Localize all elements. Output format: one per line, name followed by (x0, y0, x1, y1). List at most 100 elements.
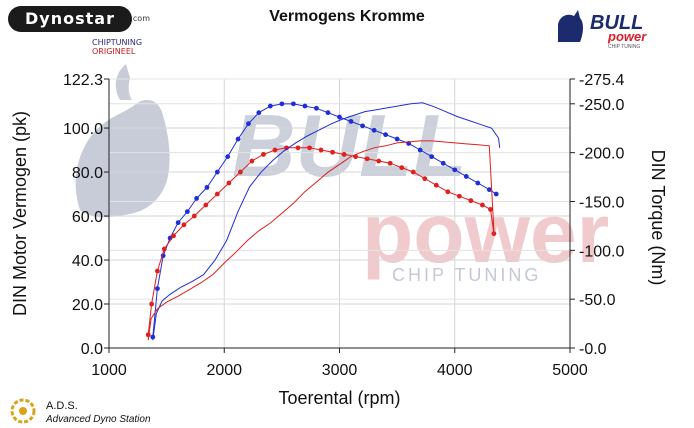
ads-subtitle: Advanced Dyno Station (46, 414, 151, 425)
power-origineel-point (226, 180, 232, 186)
power-chiptuning-point (371, 127, 377, 133)
bull-logo-text: BULL (590, 12, 643, 34)
chart-title: Vermogens Kromme (269, 8, 425, 25)
bull-watermark-icon (75, 64, 170, 218)
power-chiptuning-point (452, 167, 458, 173)
power-chiptuning-point (475, 180, 481, 186)
power-origineel-point (237, 169, 243, 175)
power-origineel-point (214, 191, 220, 197)
power-chiptuning-point (279, 101, 285, 107)
power-origineel-line (147, 147, 495, 335)
torque-chiptuning-line (152, 102, 501, 341)
power-chiptuning-point (204, 185, 210, 190)
legend-origineel: ORIGINEEL (92, 47, 136, 56)
y-tick-label: 80.0 (72, 165, 103, 182)
power-origineel-point (433, 182, 439, 188)
power-chiptuning-point (291, 101, 296, 107)
power-chiptuning-point (235, 136, 241, 142)
power-chiptuning-point (383, 132, 388, 138)
power-chiptuning-point (337, 114, 342, 120)
power-origineel-point (181, 222, 187, 228)
power-chiptuning-point (360, 123, 365, 129)
y2-tick-label: -200.0 (579, 146, 624, 163)
x-axis-label: Toerental (rpm) (278, 388, 400, 408)
power-origineel-point (284, 145, 289, 151)
power-origineel-point (330, 149, 335, 155)
power-origineel-point (161, 246, 167, 252)
power-origineel-point (261, 152, 266, 157)
power-origineel-point (491, 231, 497, 237)
power-chiptuning-point (429, 154, 435, 160)
y-axis-label: DIN Motor Vermogen (pk) (10, 111, 30, 316)
y-tick-label: 20.0 (72, 297, 103, 314)
power-chiptuning-point (267, 103, 273, 109)
power-chiptuning-point (493, 191, 499, 197)
power-chiptuning-point (246, 121, 251, 127)
x-tick-label: 5000 (552, 362, 588, 379)
power-chiptuning-point (184, 209, 190, 215)
power-origineel-point (249, 158, 255, 164)
power-chiptuning-point (394, 136, 400, 142)
legend-chiptuning: CHIPTUNING (92, 38, 143, 47)
power-chiptuning-point (314, 105, 319, 111)
power-origineel-point (488, 207, 493, 212)
power-chiptuning-point (486, 187, 492, 193)
power-origineel-point (145, 332, 151, 338)
y2-tick-label: -275.4 (579, 72, 624, 89)
power-origineel-point (171, 233, 176, 239)
power-chiptuning-point (417, 147, 423, 153)
power-chiptuning-line (152, 103, 497, 338)
power-origineel-point (468, 198, 474, 204)
y2-tick-label: -50.0 (579, 292, 616, 309)
bull-head-icon (558, 10, 583, 42)
x-tick-label: 4000 (437, 362, 473, 379)
power-chiptuning-point (325, 110, 331, 116)
watermark-bull-text: BULL (232, 96, 467, 195)
watermark-chiptuning-text: CHIP TUNING (392, 265, 541, 285)
power-chiptuning-point (302, 103, 308, 109)
power-chiptuning-point (214, 169, 220, 175)
power-chiptuning-point (463, 174, 469, 179)
y-tick-label: 122.3 (63, 72, 103, 89)
y-tick-label: 0.0 (81, 341, 103, 358)
dynostar-logo-suffix: .com (130, 14, 150, 23)
bull-power-logo: BULL power CHIP TUNING (552, 4, 658, 50)
x-tick-label: 1000 (91, 362, 127, 379)
dynostar-logo-text: Dynostar (25, 9, 115, 28)
power-chiptuning-point (225, 154, 231, 160)
y2-tick-label: -0.0 (579, 341, 607, 358)
power-origineel-point (422, 176, 428, 182)
watermark: BULL power CHIP TUNING (75, 64, 609, 285)
y-tick-label: 60.0 (72, 209, 103, 226)
power-chiptuning-point (440, 160, 446, 166)
dynostar-logo: Dynostar .com (8, 6, 150, 32)
power-origineel-point (364, 156, 370, 162)
chart-axes: 1000 2000 3000 4000 5000 0.0 20.0 40.0 60.0 80.0 1… (63, 72, 625, 379)
power-origineel-point (445, 189, 451, 195)
power-origineel-point (410, 169, 416, 175)
power-origineel-point (155, 268, 160, 274)
power-origineel-point (399, 165, 405, 171)
power-origineel-point (376, 158, 382, 164)
chart-series (145, 101, 501, 341)
power-chiptuning-point (348, 119, 354, 124)
power-origineel-point (191, 213, 197, 219)
y2-tick-label: -250.0 (579, 97, 624, 114)
power-chiptuning-point (256, 110, 262, 116)
y2-tick-label: -150.0 (579, 194, 624, 211)
power-chiptuning-point (194, 196, 199, 201)
power-origineel-point (318, 147, 324, 153)
power-origineel-point (272, 147, 278, 153)
x-tick-label: 2000 (206, 362, 242, 379)
power-origineel-point (149, 301, 155, 307)
power-origineel-point (295, 145, 301, 151)
y2-axis-label: DIN Torque (Nm) (648, 150, 668, 286)
power-origineel-point (203, 202, 209, 208)
power-chiptuning-point (155, 286, 160, 292)
x-tick-label: 3000 (322, 362, 358, 379)
power-origineel-point (307, 145, 312, 151)
bull-logo-power: power (607, 29, 647, 44)
ads-name: A.D.S. (46, 400, 78, 412)
